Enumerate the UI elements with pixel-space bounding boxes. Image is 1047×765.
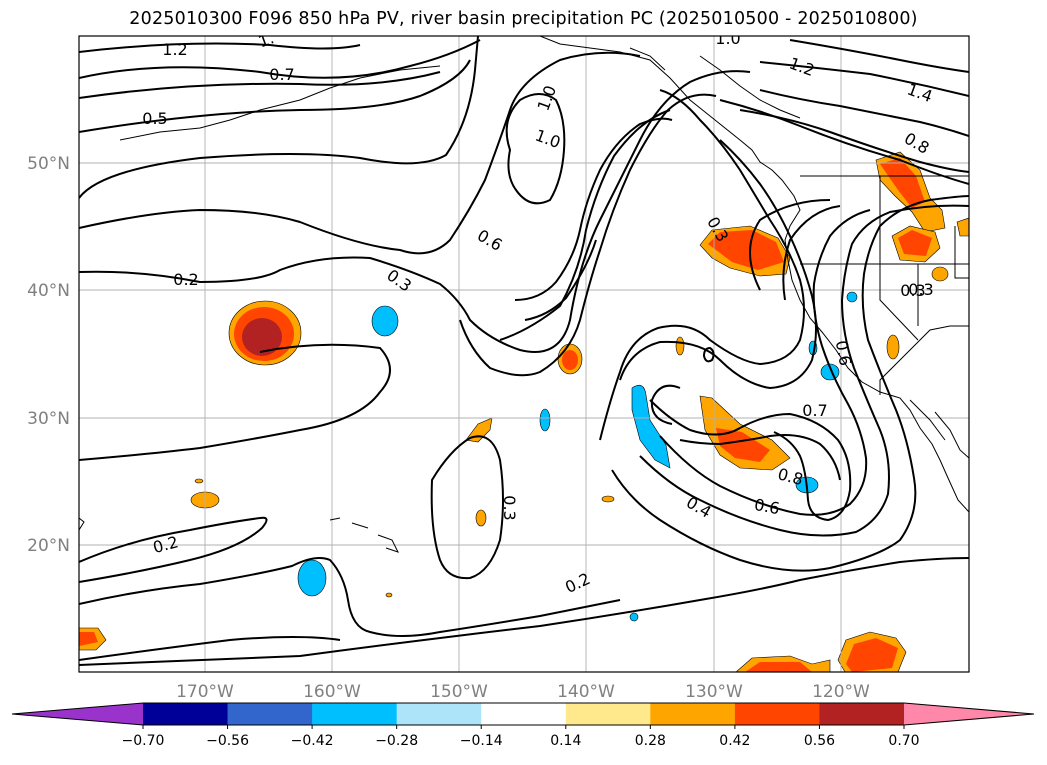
colorbar-tick-label: −0.14 [460, 733, 503, 749]
precip-patch-positive [880, 158, 925, 208]
colorbar-tick-label: −0.28 [375, 733, 418, 749]
contour-label: 0.3 [908, 280, 933, 299]
colorbar-segment [396, 703, 482, 725]
colorbar-extend-min [12, 703, 143, 725]
precip-patch-positive [194, 478, 204, 484]
precip-patch-positive [886, 334, 900, 360]
contour-label: 0.5 [142, 109, 167, 128]
lat-label-30n: 30°N [27, 409, 70, 429]
colorbar-segment [143, 703, 229, 725]
contour-label: 0.7 [802, 401, 827, 420]
precip-patch-positive [931, 266, 949, 282]
colorbar-segment [481, 703, 567, 725]
precip-patch-positive [562, 350, 578, 370]
lon-label-130w: 130°W [685, 682, 743, 702]
contour-label: 1.0 [715, 29, 740, 48]
precip-patches [79, 151, 969, 672]
precip-patch-positive [846, 638, 898, 672]
precip-patch-negative [539, 408, 551, 432]
pv-contours [79, 36, 969, 666]
colorbar-segment [312, 703, 398, 725]
map-frame [78, 35, 970, 673]
colorbar-tick-label: −0.70 [122, 733, 165, 749]
colorbar-tick-label: 0.28 [635, 733, 666, 749]
colorbar-segment [565, 703, 651, 725]
precip-patch-positive [79, 632, 98, 646]
contour-label: 0.2 [173, 270, 198, 289]
precip-patch-negative [297, 559, 327, 597]
lon-label-140w: 140°W [557, 682, 615, 702]
lat-label-40n: 40°N [27, 281, 70, 301]
precip-patch-positive [956, 217, 969, 237]
precip-patch-positive [242, 318, 282, 356]
precip-patch-positive [716, 428, 770, 462]
precip-patch-positive [475, 509, 487, 527]
colorbar-tick-label: 0.14 [550, 733, 581, 749]
precip-patch-positive [385, 592, 393, 598]
contour-label: 1. [256, 28, 277, 51]
colorbar-segment [734, 703, 820, 725]
contour-label: 0.7 [269, 65, 294, 84]
precip-patch-negative [629, 612, 639, 622]
contour-label: 1.2 [162, 40, 187, 59]
colorbar-tick-label: 0.56 [804, 733, 835, 749]
colorbar-segment [227, 703, 313, 725]
colorbar: −0.70 −0.56 −0.42 −0.28 −0.14 0.14 0.28 0.42 0.5… [11, 702, 1035, 749]
coastlines [79, 36, 969, 553]
colorbar-segment [819, 703, 905, 725]
colorbar-extend-max [904, 703, 1034, 725]
contour-label: 0.6 [832, 339, 855, 367]
colorbar-tick-label: −0.56 [206, 733, 249, 749]
precip-patch-positive [708, 230, 784, 270]
precip-patch-positive [675, 336, 685, 356]
precip-patch-negative [846, 291, 858, 303]
colorbar-tick-label: 0.42 [719, 733, 750, 749]
contour-label: 0.3 [900, 281, 925, 300]
lon-label-120w: 120°W [812, 682, 870, 702]
graticule [79, 36, 969, 672]
contour-label: 0.6 [753, 495, 781, 518]
lon-label-150w: 150°W [430, 682, 488, 702]
precip-patch-negative [631, 384, 671, 469]
colorbar-tick-label: 0.70 [888, 733, 919, 749]
colorbar-segment [650, 703, 736, 725]
precip-patch-positive [898, 230, 932, 256]
lat-label-50n: 50°N [27, 154, 70, 174]
lon-label-160w: 160°W [303, 682, 361, 702]
map-title: 2025010300 F096 850 hPa PV, river basin … [129, 9, 918, 29]
precip-patch-positive [745, 662, 812, 672]
precip-patch-positive [465, 417, 493, 443]
map-panel [79, 36, 969, 672]
precip-patch-negative [371, 305, 399, 337]
contour-label: 0.3 [500, 495, 519, 520]
lat-label-20n: 20°N [27, 536, 70, 556]
precip-patch-positive [601, 495, 615, 503]
colorbar-tick-label: −0.42 [291, 733, 334, 749]
lon-label-170w: 170°W [176, 682, 234, 702]
